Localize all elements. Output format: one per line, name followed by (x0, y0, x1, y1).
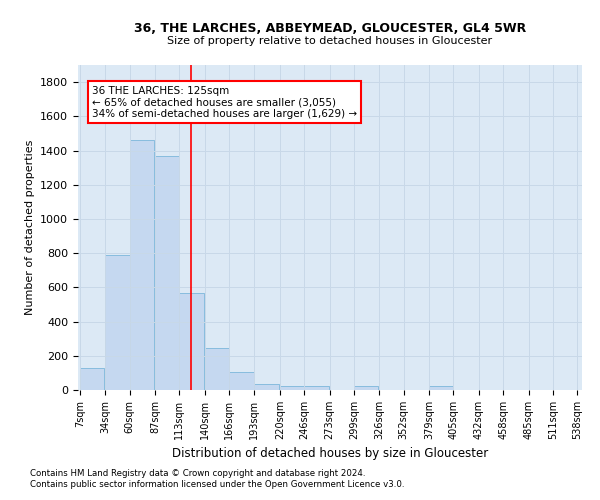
Text: Size of property relative to detached houses in Gloucester: Size of property relative to detached ho… (167, 36, 493, 46)
Bar (254, 384, 279, 390)
Text: 36 THE LARCHES: 125sqm
← 65% of detached houses are smaller (3,055)
34% of semi-: 36 THE LARCHES: 125sqm ← 65% of detached… (92, 86, 357, 118)
X-axis label: Distribution of detached houses by size in Gloucester: Distribution of detached houses by size … (172, 448, 488, 460)
Text: Contains HM Land Registry data © Crown copyright and database right 2024.: Contains HM Land Registry data © Crown c… (30, 468, 365, 477)
Bar (105, 255, 130, 390)
Bar (354, 386, 379, 390)
Bar (130, 140, 154, 390)
Bar (304, 386, 329, 390)
Bar (155, 156, 179, 390)
Bar (229, 372, 254, 390)
Bar (429, 386, 454, 390)
Bar (205, 348, 229, 390)
Bar (179, 293, 204, 390)
Text: 36, THE LARCHES, ABBEYMEAD, GLOUCESTER, GL4 5WR: 36, THE LARCHES, ABBEYMEAD, GLOUCESTER, … (134, 22, 526, 36)
Bar (80, 368, 104, 390)
Y-axis label: Number of detached properties: Number of detached properties (25, 140, 35, 315)
Bar (280, 386, 304, 390)
Text: Contains public sector information licensed under the Open Government Licence v3: Contains public sector information licen… (30, 480, 404, 489)
